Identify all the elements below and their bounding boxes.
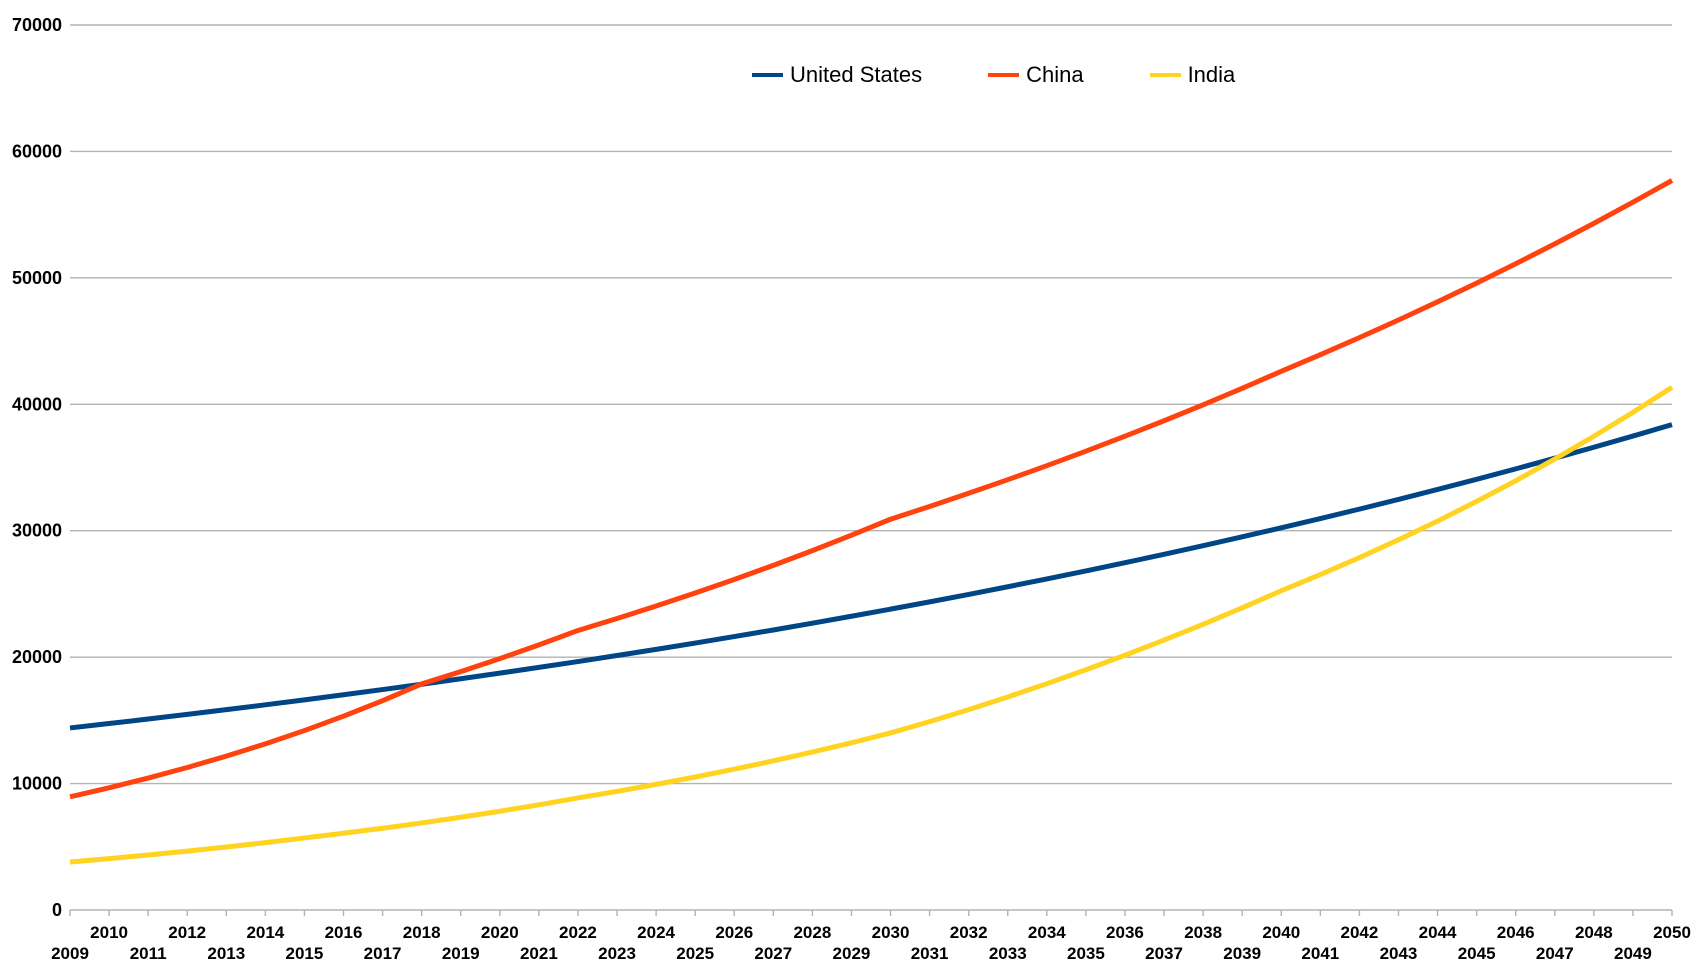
x-axis-label-2041: 2041 <box>1301 944 1339 963</box>
series-line-china <box>69 178 1674 800</box>
x-axis-label-2011: 2011 <box>130 944 167 963</box>
x-axis-label-2050: 2050 <box>1653 923 1691 942</box>
x-axis-label-2042: 2042 <box>1341 923 1379 942</box>
x-axis-label-2034: 2034 <box>1028 923 1066 942</box>
x-axis-label-2012: 2012 <box>168 923 206 942</box>
x-axis-label-2009: 2009 <box>51 944 89 963</box>
legend-label-united-states: United States <box>790 62 923 87</box>
x-axis-label-2030: 2030 <box>872 923 910 942</box>
legend-swatch-india <box>1149 73 1181 77</box>
x-axis-label-2032: 2032 <box>950 923 988 942</box>
x-axis-label-2044: 2044 <box>1419 923 1457 942</box>
x-axis-label-2022: 2022 <box>559 923 597 942</box>
x-axis-label-2040: 2040 <box>1262 923 1300 942</box>
legend-item-united-states: United States <box>752 62 922 88</box>
x-axis-label-2028: 2028 <box>793 923 831 942</box>
x-axis-label-2023: 2023 <box>598 944 636 963</box>
legend-label-china: China <box>1026 62 1084 87</box>
series-line-india <box>69 385 1674 865</box>
series-line-united-states <box>69 422 1673 731</box>
y-axis-label-50000: 50000 <box>12 268 62 288</box>
x-axis-label-2036: 2036 <box>1106 923 1144 942</box>
x-axis-label-2015: 2015 <box>286 944 324 963</box>
legend-item-china: China <box>988 62 1084 88</box>
x-axis-label-2031: 2031 <box>911 944 949 963</box>
x-axis-label-2020: 2020 <box>481 923 519 942</box>
x-axis-label-2035: 2035 <box>1067 944 1105 963</box>
x-axis-label-2021: 2021 <box>520 944 558 963</box>
x-axis-label-2048: 2048 <box>1575 923 1613 942</box>
x-axis-label-2045: 2045 <box>1458 944 1496 963</box>
chart-legend: United States China India <box>752 62 1235 88</box>
y-axis-label-40000: 40000 <box>12 394 62 414</box>
x-axis-label-2038: 2038 <box>1184 923 1222 942</box>
x-axis-label-2029: 2029 <box>833 944 871 963</box>
x-axis-label-2046: 2046 <box>1497 923 1535 942</box>
x-axis-label-2043: 2043 <box>1380 944 1418 963</box>
x-axis-label-2014: 2014 <box>246 923 284 942</box>
x-axis-label-2026: 2026 <box>715 923 753 942</box>
legend-item-india: India <box>1149 62 1236 88</box>
x-axis-label-2024: 2024 <box>637 923 675 942</box>
x-axis-label-2047: 2047 <box>1536 944 1574 963</box>
legend-swatch-china <box>988 73 1020 77</box>
x-axis-label-2039: 2039 <box>1223 944 1261 963</box>
y-axis-label-70000: 70000 <box>12 15 62 35</box>
y-axis-label-0: 0 <box>52 900 62 920</box>
y-axis-label-10000: 10000 <box>12 774 62 794</box>
x-axis-label-2018: 2018 <box>403 923 441 942</box>
x-axis-label-2033: 2033 <box>989 944 1027 963</box>
x-axis-label-2027: 2027 <box>754 944 792 963</box>
x-axis-label-2016: 2016 <box>325 923 363 942</box>
x-axis-label-2017: 2017 <box>364 944 402 963</box>
x-axis-label-2010: 2010 <box>90 923 128 942</box>
y-axis-label-20000: 20000 <box>12 647 62 667</box>
legend-label-india: India <box>1187 62 1236 87</box>
x-axis-label-2037: 2037 <box>1145 944 1183 963</box>
x-axis-label-2013: 2013 <box>207 944 245 963</box>
x-axis-label-2019: 2019 <box>442 944 480 963</box>
x-axis-label-2049: 2049 <box>1614 944 1652 963</box>
y-axis-label-30000: 30000 <box>12 521 62 541</box>
x-axis-label-2025: 2025 <box>676 944 714 963</box>
y-axis-label-60000: 60000 <box>12 141 62 161</box>
legend-swatch-united-states <box>752 73 783 77</box>
